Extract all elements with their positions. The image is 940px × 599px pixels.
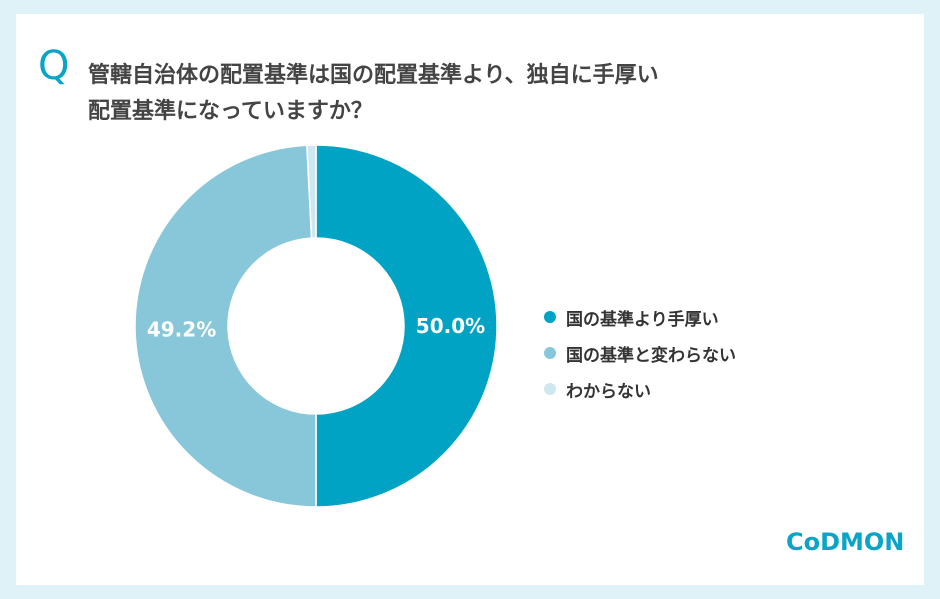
data-label-1: 50.0% [416,314,485,338]
legend-label: 国の基準と変わらない [566,345,736,366]
legend-label: 国の基準より手厚い [566,309,719,330]
legend-item-2: 国の基準と変わらない [544,335,736,371]
legend-item-1: 国の基準より手厚い [544,299,736,335]
legend-item-3: わからない [544,371,736,407]
donut-chart: 50.0% 49.2% [134,144,498,508]
chart-legend: 国の基準より手厚い 国の基準と変わらない わからない [544,299,736,407]
question-mark-label: Q [38,43,70,89]
donut-slice-1 [315,144,498,508]
question-title: 管轄自治体の配置基準は国の配置基準より、独自に手厚い 配置基準になっていますか？ [88,63,659,124]
legend-dot-icon [544,383,556,395]
chart-card: Q 管轄自治体の配置基準は国の配置基準より、独自に手厚い 配置基準になっています… [16,14,924,585]
donut-slice-3 [306,144,317,239]
donut-slice-2 [134,144,317,508]
data-label-2: 49.2% [147,317,216,341]
logo-text: CoDMON [786,528,905,556]
codmon-logo: CoDMON [786,528,904,556]
legend-dot-icon [544,347,556,359]
legend-label: わからない [566,381,651,402]
legend-dot-icon [544,311,556,323]
